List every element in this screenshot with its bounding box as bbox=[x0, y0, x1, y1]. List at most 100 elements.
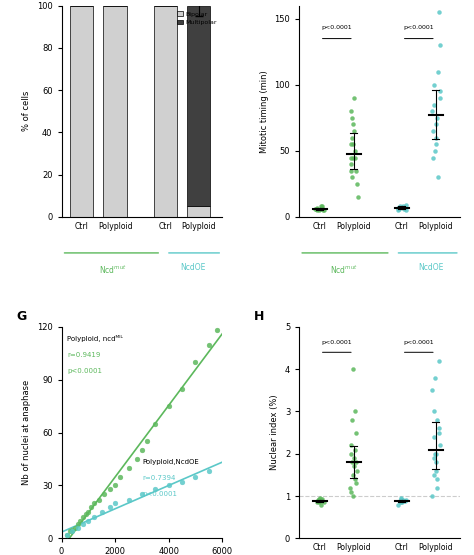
Point bbox=[436, 41, 444, 49]
Point bbox=[432, 458, 439, 467]
Point bbox=[79, 520, 87, 529]
Point bbox=[430, 432, 438, 441]
Point bbox=[315, 495, 323, 504]
Point bbox=[178, 384, 186, 393]
Point bbox=[394, 203, 402, 212]
Point bbox=[106, 502, 114, 511]
Y-axis label: Nb of nuclei at anaphase: Nb of nuclei at anaphase bbox=[22, 380, 31, 485]
Point bbox=[313, 203, 320, 212]
Text: F: F bbox=[254, 0, 263, 1]
Point bbox=[399, 496, 407, 504]
Text: NcdOE: NcdOE bbox=[418, 264, 444, 273]
Bar bbox=[103, 6, 127, 217]
Point bbox=[434, 173, 441, 182]
Point bbox=[318, 497, 326, 506]
Point bbox=[347, 107, 355, 115]
Point bbox=[437, 441, 444, 450]
Point bbox=[350, 94, 358, 103]
Point bbox=[432, 450, 440, 458]
Point bbox=[69, 527, 76, 536]
Point bbox=[397, 496, 405, 504]
Point bbox=[352, 479, 360, 488]
Point bbox=[318, 496, 325, 504]
Point bbox=[430, 100, 438, 109]
Point bbox=[144, 437, 151, 446]
Bar bbox=[154, 6, 177, 217]
Point bbox=[428, 386, 436, 395]
Point bbox=[205, 340, 212, 349]
Point bbox=[431, 450, 439, 458]
Point bbox=[432, 140, 440, 149]
Legend: Bipolar, Multipolar: Bipolar, Multipolar bbox=[174, 9, 219, 28]
Point bbox=[90, 499, 98, 508]
Point bbox=[205, 467, 212, 476]
Point bbox=[87, 502, 95, 511]
Point bbox=[320, 497, 328, 506]
Point bbox=[429, 153, 437, 162]
Point bbox=[312, 205, 319, 214]
Point bbox=[152, 420, 159, 428]
Point bbox=[346, 483, 354, 492]
Point bbox=[347, 441, 355, 450]
Point bbox=[353, 166, 360, 175]
Point bbox=[133, 455, 140, 463]
Point bbox=[315, 206, 322, 215]
Point bbox=[314, 496, 322, 504]
Point bbox=[348, 133, 356, 142]
Point bbox=[431, 147, 439, 155]
Point bbox=[435, 428, 443, 437]
Point bbox=[165, 402, 173, 411]
Text: G: G bbox=[17, 310, 27, 322]
Point bbox=[63, 531, 71, 539]
Point bbox=[401, 205, 408, 214]
Point bbox=[430, 471, 438, 480]
Point bbox=[399, 202, 407, 211]
Point bbox=[397, 495, 405, 504]
Text: Ncd$^{mut}$: Ncd$^{mut}$ bbox=[99, 264, 127, 276]
Point bbox=[316, 494, 324, 503]
Point bbox=[349, 471, 357, 480]
Point bbox=[402, 496, 410, 504]
Point bbox=[347, 450, 355, 458]
Text: E: E bbox=[17, 0, 25, 1]
Point bbox=[432, 120, 439, 129]
Y-axis label: % of cells: % of cells bbox=[22, 91, 31, 132]
Point bbox=[71, 523, 79, 532]
Point bbox=[125, 495, 132, 504]
Point bbox=[111, 499, 119, 508]
Point bbox=[125, 463, 132, 472]
Point bbox=[90, 513, 98, 522]
Point bbox=[84, 516, 92, 525]
Point bbox=[349, 492, 357, 501]
Point bbox=[430, 407, 438, 416]
Point bbox=[431, 373, 439, 382]
Point bbox=[394, 500, 402, 509]
Point bbox=[74, 523, 82, 532]
Point bbox=[351, 475, 359, 483]
Point bbox=[402, 201, 410, 210]
Point bbox=[106, 485, 114, 493]
Bar bbox=[187, 6, 210, 206]
Point bbox=[348, 173, 356, 182]
Point bbox=[435, 67, 442, 76]
Point bbox=[431, 453, 438, 462]
Point bbox=[74, 520, 82, 529]
Point bbox=[353, 466, 361, 475]
Point bbox=[95, 495, 103, 504]
Point bbox=[350, 127, 358, 135]
Point bbox=[111, 481, 119, 490]
Text: Polyploid, ncdᴹᴵᴸ: Polyploid, ncdᴹᴵᴸ bbox=[67, 335, 123, 342]
Text: Polyploid,NcdOE: Polyploid,NcdOE bbox=[142, 460, 199, 465]
Point bbox=[434, 475, 441, 483]
Point bbox=[312, 205, 319, 214]
Point bbox=[428, 107, 436, 115]
Point bbox=[213, 326, 220, 335]
Point bbox=[318, 495, 326, 503]
Point bbox=[317, 205, 324, 214]
Bar bbox=[187, 206, 210, 217]
Point bbox=[402, 206, 410, 215]
Point bbox=[165, 481, 173, 490]
Point bbox=[348, 458, 356, 467]
Point bbox=[349, 365, 356, 374]
Text: Ncd$^{mut}$: Ncd$^{mut}$ bbox=[330, 264, 358, 276]
